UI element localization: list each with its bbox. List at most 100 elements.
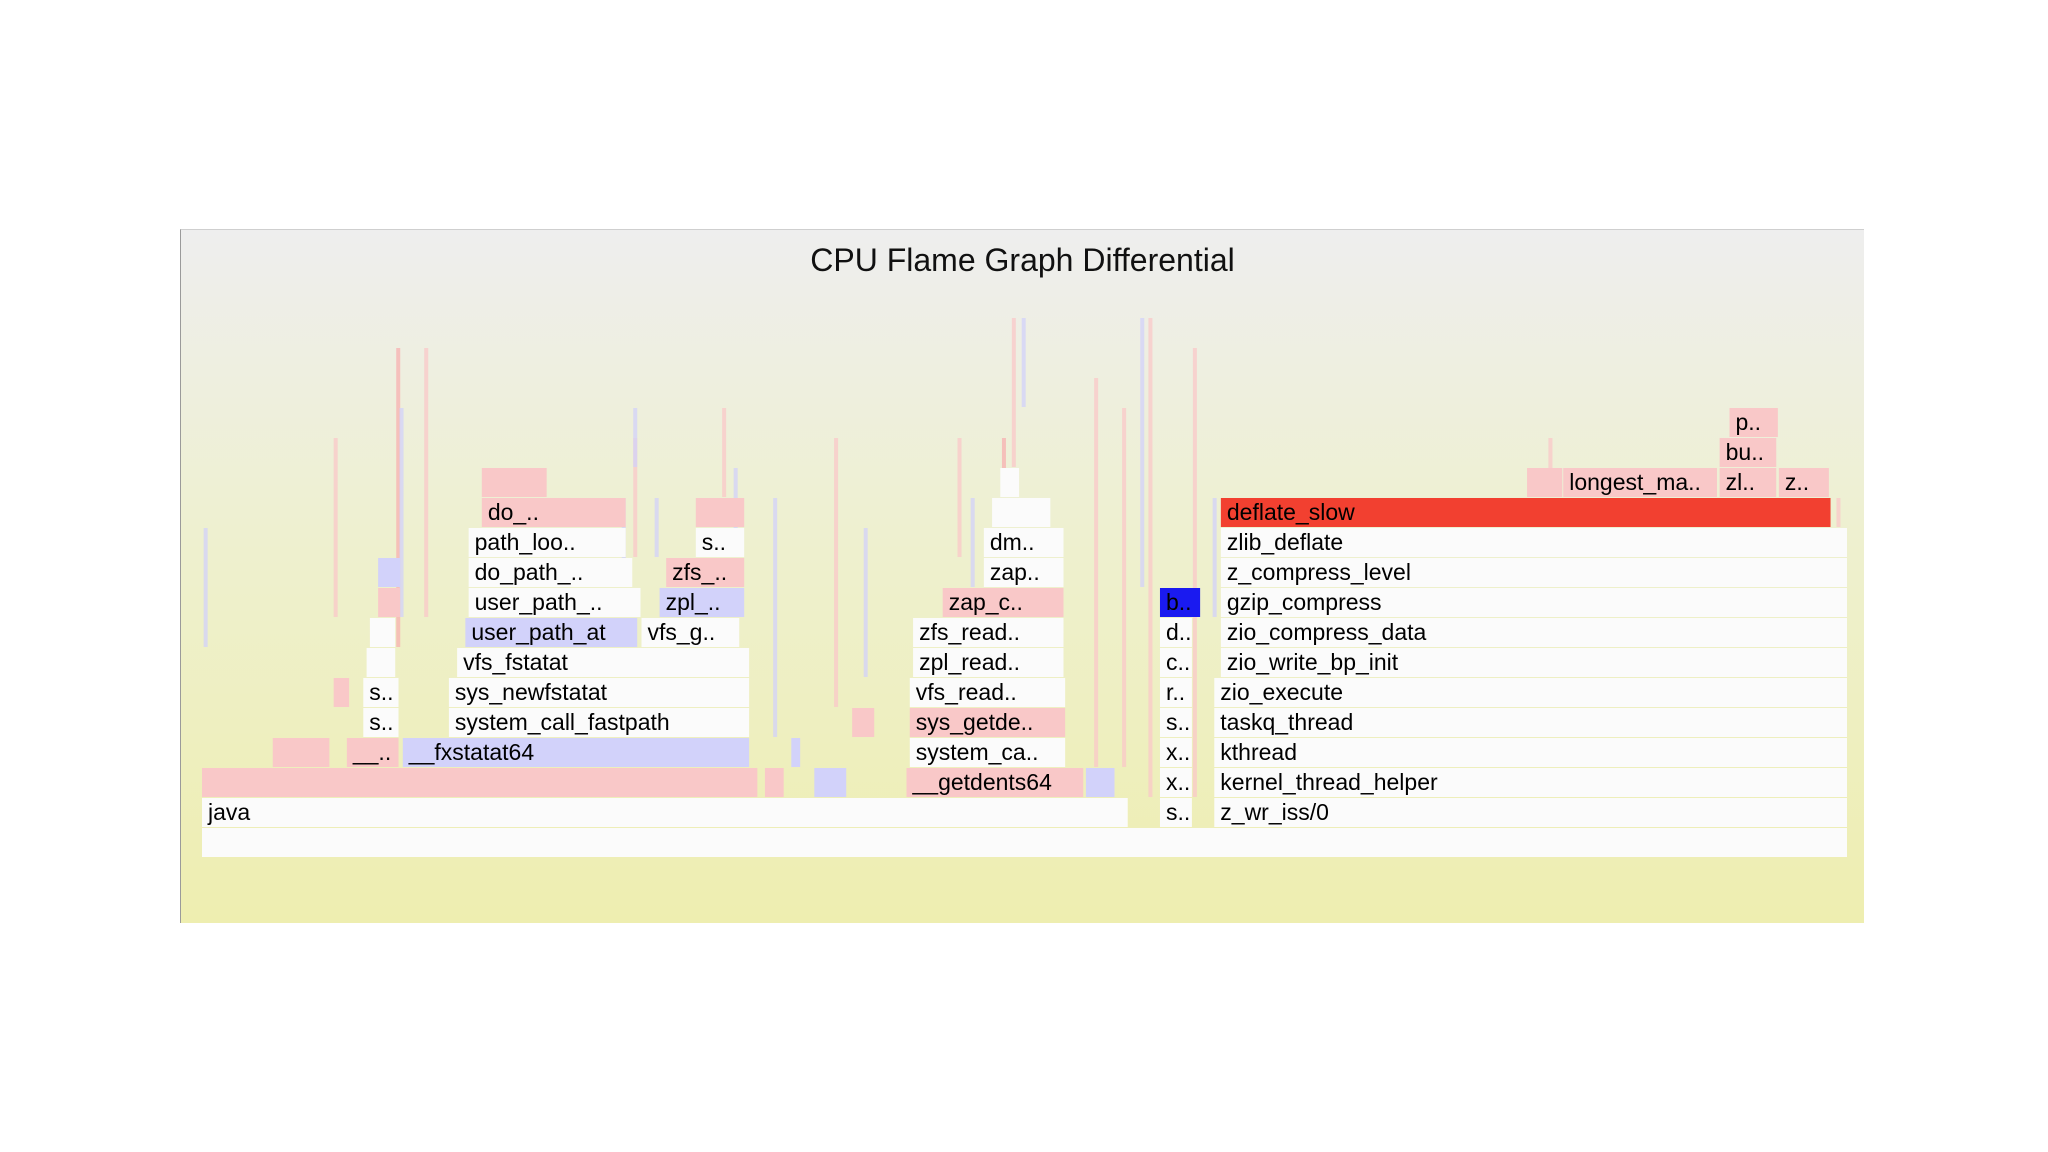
flame-frame[interactable] [272, 738, 330, 767]
flame-frame[interactable]: p.. [1729, 408, 1778, 437]
flame-frame[interactable]: x.. [1159, 768, 1192, 797]
flame-sliver[interactable] [633, 438, 638, 557]
flame-frame-rect[interactable] [1214, 708, 1847, 737]
flame-frame-rect[interactable] [465, 618, 638, 647]
flame-frame-rect[interactable] [983, 528, 1064, 557]
flame-sliver[interactable] [1094, 378, 1099, 767]
flame-frame-rect[interactable] [468, 558, 633, 587]
flame-frame[interactable] [1000, 468, 1020, 497]
flame-frame-rect[interactable] [457, 648, 750, 677]
flame-frame-rect[interactable] [1085, 768, 1115, 797]
flame-frame[interactable]: z.. [1778, 468, 1829, 497]
flame-frame[interactable]: vfs_read.. [909, 678, 1066, 707]
flame-frame[interactable]: z_wr_iss/0 [1214, 798, 1847, 827]
flame-frame-rect[interactable] [448, 678, 750, 707]
flame-sliver[interactable] [424, 348, 429, 617]
flame-sliver[interactable] [654, 498, 659, 557]
flame-frame-rect[interactable] [1719, 438, 1777, 467]
flame-frame-rect[interactable] [909, 678, 1066, 707]
flame-frame[interactable]: b.. [1159, 588, 1201, 617]
flame-sliver[interactable] [1021, 318, 1026, 407]
flame-frame[interactable]: zap_c.. [942, 588, 1064, 617]
flame-frame[interactable]: d.. [1159, 618, 1192, 647]
flame-frame[interactable]: __getdents64 [906, 768, 1084, 797]
flame-frame[interactable]: zfs_read.. [913, 618, 1064, 647]
flame-frame[interactable]: taskq_thread [1214, 708, 1847, 737]
flame-frame[interactable]: zfs_.. [666, 558, 745, 587]
flame-frame[interactable] [764, 768, 784, 797]
flame-frame[interactable] [366, 648, 396, 677]
flame-frame-rect[interactable] [695, 498, 745, 527]
flame-frame[interactable]: gzip_compress [1220, 588, 1847, 617]
flame-sliver[interactable] [970, 498, 975, 587]
flame-frame[interactable]: zap.. [983, 558, 1064, 587]
flame-frame[interactable]: x.. [1159, 738, 1192, 767]
flame-frame[interactable]: sys_newfstatat [448, 678, 750, 707]
flame-frame[interactable]: user_path_at [465, 618, 638, 647]
flame-frame-rect[interactable] [1729, 408, 1778, 437]
flame-frame-rect[interactable] [1159, 678, 1192, 707]
flame-frame-rect[interactable] [909, 708, 1066, 737]
flame-sliver[interactable] [1548, 438, 1553, 497]
flame-sliver[interactable] [203, 528, 208, 647]
flame-frame[interactable]: s.. [695, 528, 745, 557]
flame-frame[interactable] [814, 768, 847, 797]
flame-frame[interactable] [202, 768, 758, 797]
flame-frame-rect[interactable] [378, 558, 401, 587]
flame-frame-rect[interactable] [333, 678, 350, 707]
flame-frame-rect[interactable] [1220, 528, 1847, 557]
flame-sliver[interactable] [399, 408, 404, 617]
flame-sliver[interactable] [1011, 318, 1016, 467]
flame-sliver[interactable] [957, 438, 962, 557]
flame-frame[interactable]: s.. [363, 708, 399, 737]
flame-sliver[interactable] [1140, 318, 1145, 587]
flame-frame-rect[interactable] [1527, 468, 1563, 497]
flame-frame-rect[interactable] [1159, 618, 1192, 647]
flame-frame-rect[interactable] [202, 798, 1128, 827]
flame-sliver[interactable] [773, 498, 778, 737]
flame-frame[interactable]: zl.. [1719, 468, 1777, 497]
flame-frame[interactable]: zlib_deflate [1220, 528, 1847, 557]
flame-frame[interactable]: r.. [1159, 678, 1192, 707]
flame-frame-rect[interactable] [1719, 468, 1777, 497]
flame-frame[interactable]: zpl_read.. [913, 648, 1064, 677]
flame-frame[interactable]: z_compress_level [1220, 558, 1847, 587]
flame-frame-rect[interactable] [909, 738, 1066, 767]
flame-frame[interactable]: sys_getde.. [909, 708, 1066, 737]
flame-frame[interactable]: zio_compress_data [1220, 618, 1847, 647]
flame-frame-rect[interactable] [1778, 468, 1829, 497]
flame-frame[interactable]: vfs_fstatat [457, 648, 750, 677]
flame-frame-rect[interactable] [468, 528, 626, 557]
flame-frame[interactable] [333, 678, 350, 707]
flame-frame[interactable]: user_path_.. [468, 588, 641, 617]
flame-frame-rect[interactable] [202, 828, 1847, 857]
flame-frame-rect[interactable] [942, 588, 1064, 617]
flame-frame-rect[interactable] [906, 768, 1084, 797]
flame-frame-rect[interactable] [695, 528, 745, 557]
flame-frame-rect[interactable] [1220, 498, 1831, 527]
flame-frame-rect[interactable] [791, 738, 801, 767]
flame-frame[interactable]: s.. [1159, 708, 1192, 737]
flame-frame[interactable] [852, 708, 875, 737]
flame-frame-rect[interactable] [1563, 468, 1717, 497]
flame-frame-rect[interactable] [448, 708, 750, 737]
flame-frame-rect[interactable] [1214, 678, 1847, 707]
flame-sliver[interactable] [1836, 498, 1841, 527]
flame-frame-rect[interactable] [1220, 588, 1847, 617]
flame-frame-rect[interactable] [363, 708, 399, 737]
flame-sliver[interactable] [1122, 408, 1127, 767]
flame-frame[interactable]: kernel_thread_helper [1214, 768, 1847, 797]
flame-frame-rect[interactable] [369, 618, 396, 647]
flame-frame-rect[interactable] [481, 468, 547, 497]
flame-frame[interactable]: __fxstatat64 [402, 738, 750, 767]
flame-sliver[interactable] [834, 438, 839, 707]
flame-frame[interactable]: vfs_g.. [641, 618, 740, 647]
flame-frame[interactable] [1527, 468, 1563, 497]
flame-frame-rect[interactable] [1220, 558, 1847, 587]
flame-frame[interactable] [695, 498, 745, 527]
flame-frame-rect[interactable] [764, 768, 784, 797]
flame-sliver[interactable] [863, 528, 868, 677]
flame-frame-rect[interactable] [363, 678, 399, 707]
flame-sliver[interactable] [722, 408, 727, 497]
flame-frame[interactable]: java [202, 798, 1128, 827]
